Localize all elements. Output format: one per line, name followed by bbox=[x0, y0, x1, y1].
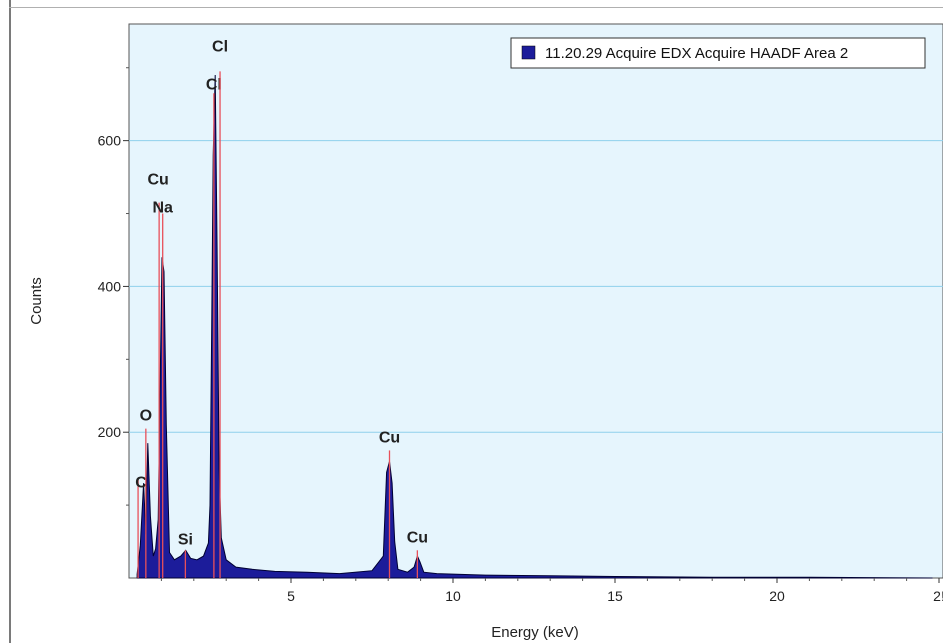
peak-label: Cl bbox=[212, 38, 228, 55]
x-axis: 5 10 15 20 2! bbox=[160, 578, 943, 604]
spectrum-area bbox=[136, 74, 933, 579]
peak-label: Cu bbox=[407, 529, 428, 546]
spectrum-series bbox=[136, 74, 933, 579]
y-tick-label: 400 bbox=[98, 278, 122, 294]
x-tick-label: 15 bbox=[607, 588, 623, 604]
x-tick-label: 20 bbox=[769, 588, 785, 604]
y-tick-label: 200 bbox=[98, 424, 122, 440]
y-axis-title: Counts bbox=[28, 277, 45, 325]
x-axis-title: Energy (keV) bbox=[491, 624, 579, 641]
y-axis: 200 400 600 bbox=[98, 67, 129, 506]
peak-markers: C O Cu Na Si Cl Cl Cu Cu bbox=[135, 38, 428, 578]
x-tick-label: 5 bbox=[287, 588, 295, 604]
plot-area bbox=[128, 23, 943, 579]
peak-label: Si bbox=[178, 531, 193, 548]
window-left-border bbox=[9, 0, 11, 643]
window-top-border bbox=[9, 7, 943, 8]
y-tick-label: 600 bbox=[98, 133, 122, 149]
peak-label: O bbox=[140, 408, 152, 425]
gridlines bbox=[129, 140, 943, 433]
peak-label: C bbox=[135, 475, 147, 492]
legend-label: 11.20.29 Acquire EDX Acquire HAADF Area … bbox=[545, 45, 848, 62]
x-tick-label: 2! bbox=[933, 588, 943, 604]
legend: 11.20.29 Acquire EDX Acquire HAADF Area … bbox=[510, 37, 926, 69]
peak-label: Na bbox=[152, 200, 173, 217]
peak-label: Cu bbox=[379, 429, 400, 446]
x-tick-label: 10 bbox=[445, 588, 461, 604]
peak-label: Cu bbox=[147, 172, 168, 189]
legend-box bbox=[510, 37, 926, 69]
legend-swatch bbox=[521, 45, 536, 60]
peak-label: Cl bbox=[206, 76, 222, 93]
